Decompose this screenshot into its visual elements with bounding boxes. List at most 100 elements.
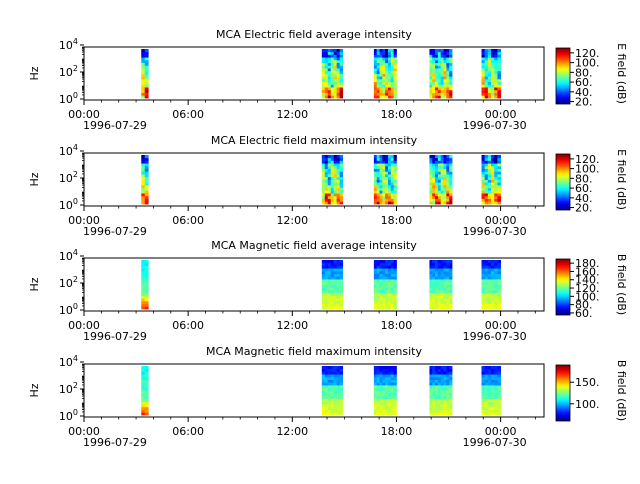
heatmap-cell xyxy=(336,68,341,72)
heatmap-cell xyxy=(385,193,389,197)
heatmap-cell xyxy=(376,182,380,186)
heatmap-cell xyxy=(393,89,397,93)
heatmap-cell xyxy=(437,273,442,277)
heatmap-cell xyxy=(339,406,344,410)
heatmap-cell xyxy=(327,260,332,264)
heatmap-cell xyxy=(432,84,436,88)
heatmap-cell xyxy=(387,155,392,159)
heatmap-cell xyxy=(494,193,498,197)
heatmap-cell xyxy=(336,412,341,416)
heatmap-cell xyxy=(484,70,489,74)
heatmap-cell xyxy=(432,298,436,302)
heatmap-cell xyxy=(481,371,486,375)
heatmap-cell xyxy=(432,157,436,161)
heatmap-cell xyxy=(321,62,326,66)
heatmap-cell xyxy=(497,182,501,186)
heatmap-cell xyxy=(446,171,450,175)
heatmap-cell xyxy=(376,284,380,288)
heatmap-cell xyxy=(484,68,489,72)
heatmap-cell xyxy=(435,374,439,378)
heatmap-cell xyxy=(437,395,442,400)
x-tick-label: 18:00 xyxy=(381,108,413,121)
heatmap-cell xyxy=(382,404,386,408)
heatmap-cell xyxy=(449,174,453,178)
heatmap-cell xyxy=(387,62,392,66)
heatmap-cell xyxy=(324,401,329,405)
heatmap-cell xyxy=(373,281,378,285)
heatmap-cell xyxy=(144,300,149,304)
heatmap-cell xyxy=(487,76,492,80)
heatmap-cell xyxy=(481,292,486,296)
heatmap-cell xyxy=(393,176,397,180)
heatmap-cell xyxy=(432,406,436,410)
heatmap-cell xyxy=(393,395,397,400)
heatmap-cell xyxy=(390,366,395,370)
y-axis-label: Hz xyxy=(28,383,41,397)
heatmap-cell xyxy=(440,279,444,283)
heatmap-cell xyxy=(144,404,149,408)
heatmap-cell xyxy=(484,84,489,88)
heatmap-cell xyxy=(385,366,389,370)
heatmap-cell xyxy=(333,57,338,61)
heatmap-cell xyxy=(440,303,444,307)
heatmap-cell xyxy=(429,62,433,66)
heatmap-cell xyxy=(429,273,433,277)
x-start-date: 1996-07-29 xyxy=(83,119,147,132)
heatmap-cell xyxy=(429,265,433,269)
heatmap-cell xyxy=(429,289,433,294)
heatmap-cell xyxy=(339,95,344,99)
heatmap-cell xyxy=(382,406,386,410)
heatmap-cell xyxy=(393,174,397,178)
heatmap-cell xyxy=(333,284,338,288)
heatmap-cell xyxy=(373,262,378,266)
heatmap-cell xyxy=(437,371,442,375)
heatmap-cell xyxy=(144,65,149,69)
x-tick-label: 06:00 xyxy=(172,108,204,121)
heatmap-cell xyxy=(376,165,380,170)
heatmap-cell xyxy=(339,303,344,307)
heatmap-cell xyxy=(446,84,450,88)
heatmap-cell xyxy=(390,273,395,277)
heatmap-cell xyxy=(432,401,436,405)
heatmap-cell xyxy=(446,182,450,186)
heatmap-cell xyxy=(141,376,146,381)
heatmap-cell xyxy=(440,184,444,189)
heatmap-cell xyxy=(324,195,329,199)
heatmap-cell xyxy=(141,289,146,294)
heatmap-cell xyxy=(339,295,344,299)
heatmap-cell xyxy=(336,306,341,310)
heatmap-cell xyxy=(497,404,501,408)
heatmap-cell xyxy=(449,371,453,375)
heatmap-cell xyxy=(385,395,389,400)
heatmap-cell xyxy=(141,265,146,269)
heatmap-cell xyxy=(382,160,386,164)
heatmap-cell xyxy=(393,270,397,275)
heatmap-cell xyxy=(390,163,395,167)
heatmap-cell xyxy=(336,262,341,266)
heatmap-cell xyxy=(491,168,495,172)
heatmap-cell xyxy=(432,87,436,91)
heatmap-cell xyxy=(497,62,501,66)
heatmap-cell xyxy=(379,190,383,194)
heatmap-cell xyxy=(387,193,392,197)
heatmap-cell xyxy=(390,376,395,381)
heatmap-cell xyxy=(443,393,447,397)
heatmap-cell xyxy=(437,387,442,391)
heatmap-cell xyxy=(330,368,335,372)
heatmap-cell xyxy=(382,51,386,55)
heatmap-cell xyxy=(432,265,436,269)
heatmap-cell xyxy=(429,179,433,183)
heatmap-cell xyxy=(440,306,444,310)
heatmap-cell xyxy=(432,395,436,400)
heatmap-cell xyxy=(376,201,380,205)
heatmap-cell xyxy=(321,279,326,283)
heatmap-cell xyxy=(141,401,146,405)
heatmap-cell xyxy=(449,395,453,400)
heatmap-cell xyxy=(333,268,338,272)
heatmap-cell xyxy=(440,300,444,304)
heatmap-cell xyxy=(385,78,389,83)
heatmap-cell xyxy=(443,404,447,408)
heatmap-cell xyxy=(446,70,450,74)
heatmap-cell xyxy=(440,89,444,93)
heatmap-cell xyxy=(443,279,447,283)
